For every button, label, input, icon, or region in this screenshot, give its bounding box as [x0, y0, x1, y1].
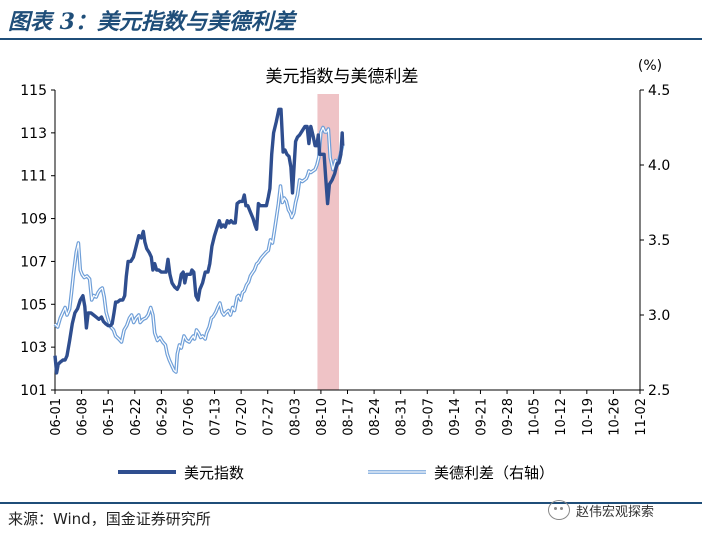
x-tick-label: 08-03 [288, 398, 303, 436]
x-tick-label: 09-21 [474, 398, 489, 436]
x-tick-label: 09-14 [448, 398, 463, 436]
right-tick-label: 4.5 [648, 83, 670, 99]
left-tick-label: 113 [20, 126, 47, 142]
left-tick-label: 107 [20, 254, 47, 270]
right-tick-label: 4.0 [648, 158, 670, 174]
x-tick-label: 06-08 [76, 398, 91, 436]
left-tick-label: 115 [20, 83, 47, 99]
watermark-text: 赵伟宏观探索 [576, 504, 655, 520]
figure-title: 图表 3：美元指数与美德利差 [8, 9, 295, 35]
watermark: 赵伟宏观探索 [548, 500, 654, 520]
x-tick-label: 09-28 [501, 398, 516, 436]
right-tick-label: 3.5 [648, 233, 670, 249]
x-tick-label: 06-22 [129, 398, 144, 436]
left-tick-label: 101 [20, 383, 47, 399]
left-tick-label: 103 [20, 340, 47, 356]
right-tick-label: 3.0 [648, 308, 670, 324]
left-tick-label: 105 [20, 297, 47, 313]
x-tick-label: 10-05 [528, 398, 543, 436]
source-note: 来源：Wind，国金证券研究所 [8, 510, 211, 528]
x-tick-label: 08-31 [395, 398, 410, 436]
x-tick-label: 08-24 [368, 398, 383, 436]
footer-divider [0, 502, 702, 504]
dual-axis-line-chart: 美元指数与美德利差 (%) 101 103 105 107 109 111 113 115 2.… [20, 58, 670, 482]
right-axis-unit: (%) [638, 58, 662, 74]
x-tick-label: 10-12 [554, 398, 569, 436]
wechat-icon [548, 500, 570, 520]
x-tick-label: 07-20 [235, 398, 250, 436]
x-tick-label: 06-01 [49, 398, 64, 436]
x-tick-label: 10-26 [607, 398, 622, 436]
x-tick-label: 11-02 [634, 398, 649, 436]
series-line-spread-inner [54, 126, 344, 373]
x-tick-label: 08-17 [342, 398, 357, 436]
left-tick-label: 111 [20, 169, 47, 185]
right-tick-label: 2.5 [648, 383, 670, 399]
x-tick-label: 06-15 [102, 398, 117, 436]
x-tick-label: 07-13 [209, 398, 224, 436]
series-line-spread [53, 125, 345, 374]
x-tick-label: 08-10 [315, 398, 330, 436]
legend-label-spread: 美德利差（右轴） [434, 464, 554, 482]
left-tick-label: 109 [20, 212, 47, 228]
series-line-dxy [53, 107, 345, 375]
legend-label-dxy: 美元指数 [184, 464, 244, 482]
x-tick-label: 06-29 [155, 398, 170, 436]
x-tick-label: 07-27 [262, 398, 277, 436]
title-divider [0, 38, 702, 40]
chart-title: 美元指数与美德利差 [266, 67, 419, 87]
x-tick-label: 09-07 [421, 398, 436, 436]
x-tick-label: 07-06 [182, 398, 197, 436]
x-tick-label: 10-19 [581, 398, 596, 436]
